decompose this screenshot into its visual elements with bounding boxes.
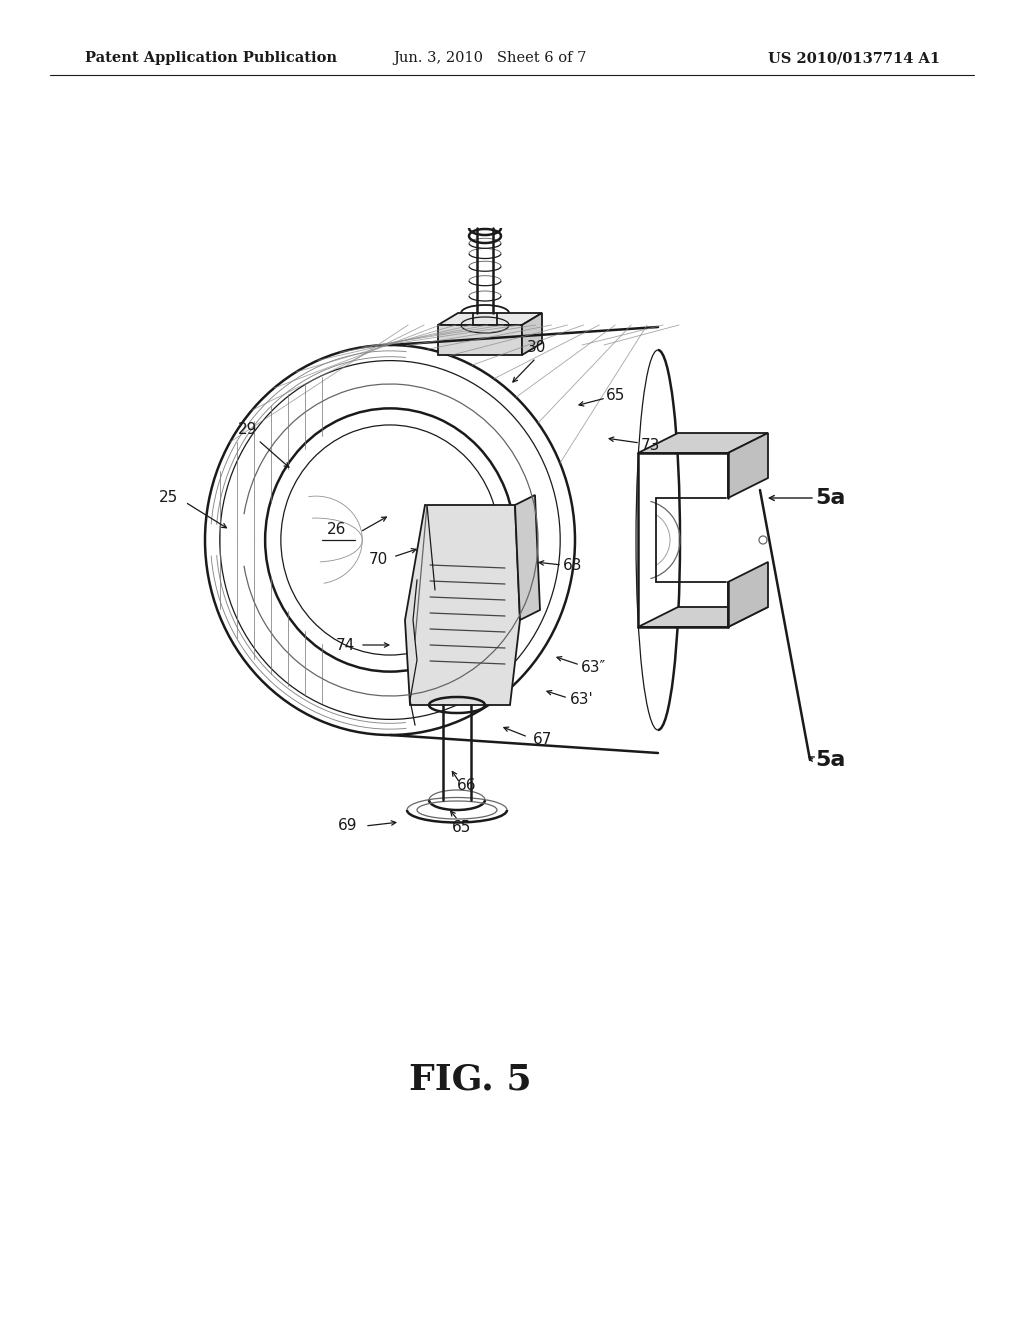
Polygon shape	[438, 325, 522, 355]
Polygon shape	[638, 607, 768, 627]
Text: 66: 66	[458, 777, 477, 792]
Polygon shape	[638, 433, 768, 453]
Polygon shape	[522, 313, 542, 355]
Text: 63': 63'	[570, 693, 594, 708]
Text: 29: 29	[239, 422, 258, 437]
Text: 67: 67	[534, 733, 553, 747]
Text: 26: 26	[328, 523, 347, 537]
Text: 63″: 63″	[582, 660, 606, 676]
Polygon shape	[728, 433, 768, 498]
Text: US 2010/0137714 A1: US 2010/0137714 A1	[768, 51, 940, 65]
Polygon shape	[515, 495, 540, 620]
Text: 65: 65	[606, 388, 626, 404]
Text: Patent Application Publication: Patent Application Publication	[85, 51, 337, 65]
Text: FIG. 5: FIG. 5	[409, 1063, 531, 1097]
Text: Jun. 3, 2010   Sheet 6 of 7: Jun. 3, 2010 Sheet 6 of 7	[393, 51, 587, 65]
Polygon shape	[438, 313, 542, 325]
Text: 5a: 5a	[815, 750, 845, 770]
Text: 65: 65	[453, 821, 472, 836]
Text: 73: 73	[640, 437, 659, 453]
Text: 25: 25	[159, 491, 177, 506]
Text: 70: 70	[369, 553, 388, 568]
Text: 74: 74	[336, 638, 354, 652]
Text: 30: 30	[527, 341, 547, 355]
Text: 63: 63	[563, 557, 583, 573]
Text: 5a: 5a	[815, 488, 845, 508]
Text: 69: 69	[338, 817, 357, 833]
Polygon shape	[728, 562, 768, 627]
Polygon shape	[406, 506, 520, 705]
